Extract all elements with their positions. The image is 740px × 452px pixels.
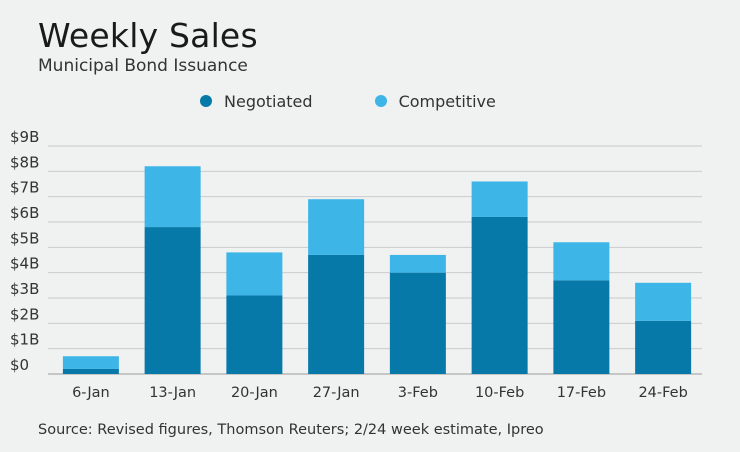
bar-competitive-27-jan: [308, 199, 365, 255]
y-tick-label: $7B: [10, 179, 39, 197]
bar-negotiated-6-jan: [62, 368, 119, 374]
legend-item-competitive: Competitive: [374, 91, 496, 111]
legend: Negotiated Competitive: [200, 90, 558, 112]
x-tick-label: 27-Jan: [313, 385, 360, 401]
y-tick-label: $8B: [10, 153, 39, 171]
bar-negotiated-27-jan: [308, 254, 365, 374]
y-tick-label: $5B: [10, 229, 39, 247]
x-tick-label: 17-Feb: [557, 385, 606, 401]
legend-label-competitive: Competitive: [398, 91, 496, 111]
legend-swatch-competitive: [374, 95, 387, 107]
bar-competitive-10-feb: [471, 181, 528, 217]
bar-competitive-3-feb: [389, 254, 446, 273]
bar-competitive-13-jan: [144, 166, 201, 228]
bar-negotiated-3-feb: [389, 272, 446, 374]
bar-negotiated-20-jan: [226, 295, 283, 374]
chart-title: Weekly Sales: [38, 16, 258, 55]
bar-competitive-20-jan: [226, 252, 283, 296]
bar-competitive-24-feb: [635, 282, 692, 321]
bar-negotiated-24-feb: [635, 320, 692, 374]
y-tick-label: $6B: [10, 204, 39, 222]
legend-label-negotiated: Negotiated: [224, 91, 313, 111]
bar-negotiated-17-feb: [553, 280, 610, 374]
y-tick-label: $3B: [10, 280, 39, 298]
y-tick-label: $2B: [10, 305, 39, 323]
source-note: Source: Revised figures, Thomson Reuters…: [38, 422, 544, 438]
x-tick-label: 6-Jan: [72, 385, 110, 401]
x-tick-label: 10-Feb: [475, 385, 524, 401]
y-tick-label: $4B: [10, 255, 39, 273]
legend-swatch-negotiated: [200, 95, 212, 107]
x-tick-label: 20-Jan: [231, 385, 278, 401]
bar-competitive-17-feb: [553, 242, 610, 281]
bar-negotiated-10-feb: [471, 216, 528, 374]
x-tick-label: 13-Jan: [149, 385, 196, 401]
y-tick-label: $1B: [10, 331, 39, 349]
x-tick-label: 3-Feb: [398, 385, 438, 401]
chart-subtitle: Municipal Bond Issuance: [38, 56, 248, 76]
bar-negotiated-13-jan: [144, 227, 201, 374]
bar-competitive-6-jan: [62, 356, 119, 369]
y-tick-label: $9B: [10, 128, 39, 146]
y-tick-label: $0: [10, 356, 29, 374]
x-tick-label: 24-Feb: [638, 385, 687, 401]
legend-item-negotiated: Negotiated: [200, 92, 313, 111]
